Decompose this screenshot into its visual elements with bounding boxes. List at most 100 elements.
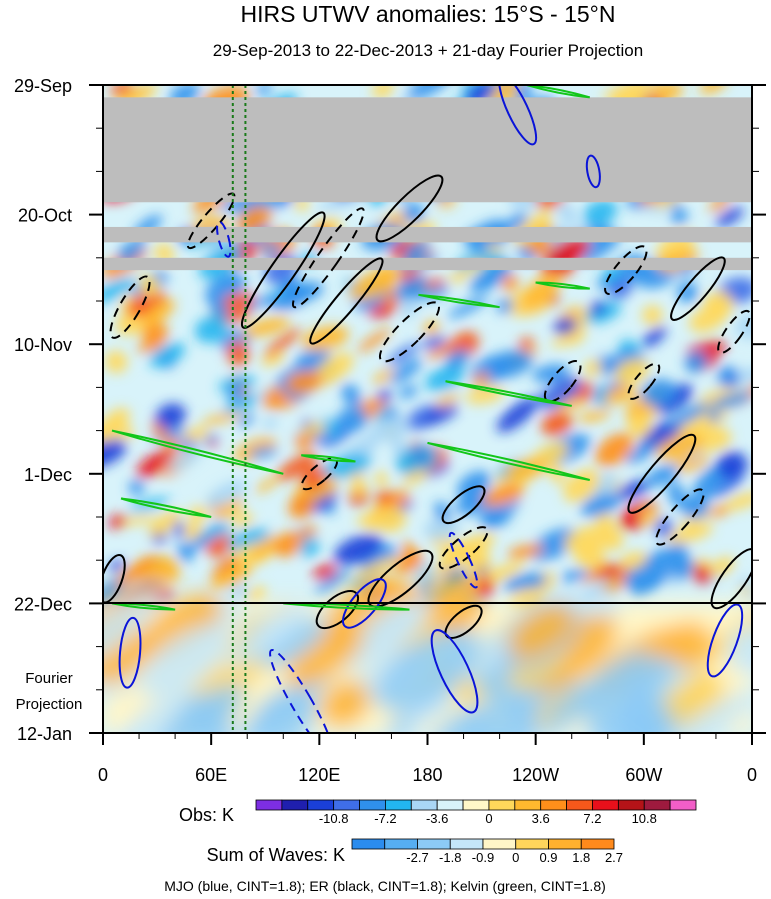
obs-anomaly-cell xyxy=(210,299,229,319)
projection-cell xyxy=(139,624,230,698)
obs-anomaly-cell xyxy=(201,525,232,539)
projection-cell xyxy=(546,687,600,729)
obs-colorbar-swatch xyxy=(255,799,283,811)
obs-anomaly-cell xyxy=(479,503,514,529)
obs-anomaly-cell xyxy=(445,348,470,370)
obs-anomaly-cell xyxy=(136,342,163,353)
waves-colorbar-swatch xyxy=(482,838,517,850)
er-contour xyxy=(717,309,751,354)
obs-anomaly-cell xyxy=(693,565,712,585)
mjo-contour xyxy=(216,220,232,258)
obs-anomaly-cell xyxy=(619,551,648,570)
mjo-contour xyxy=(448,531,479,589)
obs-colorbar-swatch xyxy=(540,799,567,811)
obs-anomaly-cell xyxy=(541,411,573,437)
er-contour xyxy=(378,301,441,363)
obs-anomaly-cell xyxy=(230,512,254,527)
kelvin-contour xyxy=(526,85,591,99)
obs-anomaly-cell xyxy=(370,415,410,442)
obs-anomaly-cell xyxy=(409,443,431,466)
obs-anomaly-cell xyxy=(424,365,465,392)
obs-anomaly-cell xyxy=(403,202,425,224)
obs-anomaly-cell xyxy=(377,507,407,533)
waves-colorbar-label: 0 xyxy=(512,850,519,865)
waves-colorbar-label: 1.8 xyxy=(572,850,590,865)
er-contour xyxy=(441,485,486,525)
obs-anomaly-cell xyxy=(372,85,394,99)
obs-anomaly-cell xyxy=(128,479,145,496)
er-contour xyxy=(291,207,365,309)
obs-anomaly-cell xyxy=(668,481,685,507)
obs-colorbar-label: -7.2 xyxy=(374,811,396,826)
waves-colorbar-label: -0.9 xyxy=(472,850,494,865)
obs-anomaly-cell xyxy=(167,449,203,472)
kelvin-contour xyxy=(445,380,572,407)
obs-anomaly-cell xyxy=(646,464,679,487)
obs-anomaly-cell xyxy=(601,85,647,99)
obs-anomaly-cell xyxy=(393,276,428,301)
obs-anomaly-cell xyxy=(238,413,255,427)
obs-anomaly-cell xyxy=(405,404,442,431)
obs-anomaly-cell xyxy=(710,391,752,410)
obs-colorbar-swatch xyxy=(385,799,412,811)
obs-anomaly-cell xyxy=(357,328,391,353)
obs-anomaly-cell xyxy=(289,282,324,303)
obs-colorbar-swatch xyxy=(488,799,516,811)
obs-anomaly-cell xyxy=(183,520,203,541)
obs-anomaly-cell xyxy=(105,350,128,374)
projection-cell xyxy=(375,628,479,713)
er-contour xyxy=(627,433,697,514)
y-tick-label: 1-Dec xyxy=(24,465,72,485)
obs-anomaly-cell xyxy=(285,370,323,394)
obs-anomaly-cell xyxy=(298,536,320,557)
obs-colorbar-label: 7.2 xyxy=(583,811,601,826)
obs-anomaly-cell xyxy=(589,301,607,315)
obs-anomaly-cell xyxy=(477,561,525,585)
waves-colorbar-label: 2.7 xyxy=(605,850,623,865)
y-tick-label: 10-Nov xyxy=(14,335,72,355)
obs-anomaly-cell xyxy=(584,359,602,376)
obs-anomaly-cell xyxy=(482,483,525,507)
mjo-contour xyxy=(269,648,334,733)
obs-colorbar-swatch xyxy=(566,799,593,811)
obs-anomaly-cell xyxy=(503,572,547,593)
x-tick-label: 120E xyxy=(298,765,340,785)
projection-cell xyxy=(225,605,311,668)
obs-anomaly-cell xyxy=(662,542,688,563)
er-contour xyxy=(670,256,726,321)
waves-colorbar-swatch xyxy=(384,838,418,850)
obs-anomaly-cell xyxy=(496,298,514,314)
mjo-contour xyxy=(118,616,142,689)
obs-anomaly-cell xyxy=(205,480,247,508)
mjo-contour xyxy=(498,85,538,146)
obs-colorbar-label: 3.6 xyxy=(532,811,550,826)
obs-anomaly-cell xyxy=(116,554,157,587)
obs-anomaly-cell xyxy=(402,469,428,486)
er-contour xyxy=(300,457,338,491)
kelvin-contour xyxy=(418,293,500,309)
obs-anomaly-cell xyxy=(355,556,401,581)
projection-cell xyxy=(658,689,752,733)
obs-anomaly-cell xyxy=(421,405,459,426)
wave-legend: MJO (blue, CINT=1.8); ER (black, CINT=1.… xyxy=(164,878,606,894)
obs-anomaly-cell xyxy=(642,305,663,326)
obs-anomaly-cell xyxy=(504,458,548,481)
kelvin-contour xyxy=(301,454,356,463)
obs-anomaly-cell xyxy=(434,501,450,522)
kelvin-contour xyxy=(283,602,410,611)
kelvin-contour xyxy=(120,497,212,518)
obs-anomaly-cell xyxy=(472,372,490,386)
obs-anomaly-cell xyxy=(155,403,186,430)
obs-colorbar-swatch xyxy=(617,799,645,811)
obs-anomaly-cell xyxy=(594,562,630,581)
obs-anomaly-cell xyxy=(276,453,317,481)
obs-anomaly-cell xyxy=(469,264,512,293)
obs-anomaly-cell xyxy=(627,414,651,438)
obs-anomaly-cell xyxy=(322,452,372,479)
obs-anomaly-cell xyxy=(581,562,613,587)
obs-anomaly-cell xyxy=(707,409,720,423)
obs-anomaly-cell xyxy=(583,199,618,226)
er-contour xyxy=(604,245,648,296)
obs-anomaly-cell xyxy=(255,476,280,494)
